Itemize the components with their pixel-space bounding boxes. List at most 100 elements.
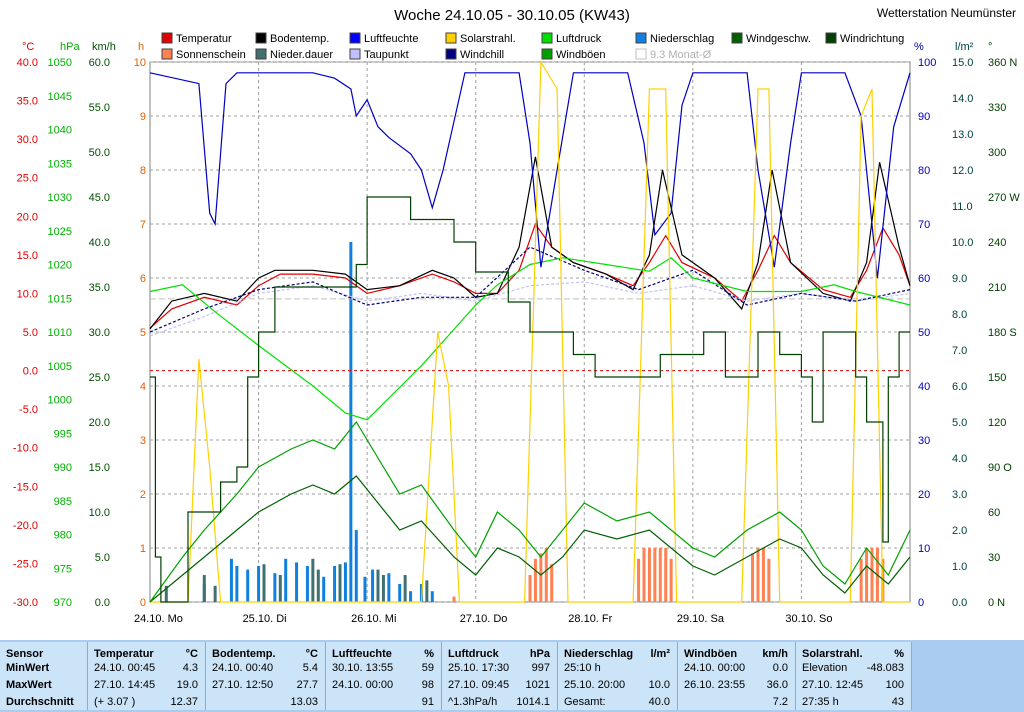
axes: -30.0-25.0-20.0-15.0-10.0-5.00.05.010.01…: [13, 41, 1020, 625]
summary-cell: 1014.1: [516, 696, 550, 708]
tick-temp_c: -20.0: [13, 520, 38, 532]
summary-cell: Luftdruck: [448, 648, 499, 660]
summary-cell: %: [424, 648, 434, 660]
tick-sun_h: 6: [140, 273, 146, 285]
summary-column: Temperatur °C 24.10. 00:45 4.3 27.10. 14:45 1…: [88, 642, 206, 710]
summary-cell: MaxWert: [6, 679, 52, 691]
tick-wind_kmh: 50.0: [89, 147, 110, 159]
legend-label: Luftdruck: [556, 33, 602, 45]
tick-rain_lm2: 2.0: [952, 525, 967, 537]
bar-sonnenschein: [870, 548, 874, 602]
tick-temp_c: 35.0: [17, 96, 38, 108]
bar-niederschlag: [273, 573, 277, 602]
tick-rain_lm2: 6.0: [952, 381, 967, 393]
bar-niederschlag: [398, 584, 402, 602]
bar-sonnenschein: [647, 548, 651, 602]
summary-cell: 27:35 h: [802, 696, 839, 708]
legend-label: 9.3 Monat-Ø: [650, 49, 712, 61]
tick-direction_deg: 360 N: [988, 57, 1017, 69]
axis-unit: h: [138, 41, 144, 53]
tick-direction_deg: 150: [988, 372, 1006, 384]
series-solarstrahl: [150, 59, 910, 603]
tick-pressure_hpa: 1025: [48, 226, 72, 238]
tick-rain_lm2: 0.0: [952, 597, 967, 609]
tick-x: 28.10. Fr: [568, 613, 612, 625]
bar-niederdauer: [376, 569, 380, 602]
tick-temp_c: 30.0: [17, 134, 38, 146]
tick-x: 25.10. Di: [243, 613, 287, 625]
tick-temp_c: -15.0: [13, 481, 38, 493]
bar-sonnenschein: [669, 558, 673, 602]
bar-sonnenschein: [642, 548, 646, 602]
summary-cell: 1021: [525, 679, 550, 691]
bar-niederschlag: [354, 530, 358, 602]
tick-percent: 0: [918, 597, 924, 609]
tick-percent: 30: [918, 435, 930, 447]
summary-cell: 26.10. 23:55: [684, 679, 746, 691]
bar-niederschlag: [257, 566, 261, 602]
bar-niederdauer: [403, 575, 407, 602]
legend-label: Windrichtung: [840, 33, 904, 45]
bar-niederschlag: [305, 566, 309, 602]
tick-direction_deg: 270 W: [988, 192, 1020, 204]
summary-panel: Sensor MinWert MaxWert Durchschnitt Temperat…: [0, 640, 1024, 712]
summary-cell: 27.10. 12:50: [212, 679, 274, 691]
summary-cell: Elevation: [802, 662, 848, 674]
legend-swatch: [635, 48, 647, 60]
tick-pressure_hpa: 1045: [48, 91, 72, 103]
tick-rain_lm2: 11.0: [952, 201, 973, 213]
summary-column: Solarstrahl.% Elevation -48.083 27.10. 12:4…: [796, 642, 912, 710]
legend-label: Bodentemp.: [270, 33, 329, 45]
summary-cell: 24.10. 00:40: [212, 662, 274, 674]
tick-wind_kmh: 55.0: [89, 102, 110, 114]
bar-sonnenschein: [539, 553, 543, 602]
tick-sun_h: 8: [140, 165, 146, 177]
tick-percent: 70: [918, 219, 930, 231]
summary-cell: Luftfeuchte: [332, 648, 392, 660]
tick-direction_deg: 330: [988, 102, 1006, 114]
tick-direction_deg: 0 N: [988, 597, 1005, 609]
legend-swatch: [635, 32, 647, 44]
tick-sun_h: 7: [140, 219, 146, 231]
summary-cell: 98: [421, 679, 434, 691]
bar-niederschlag: [235, 566, 239, 602]
bar-niederschlag: [343, 562, 347, 602]
tick-rain_lm2: 1.0: [952, 561, 967, 573]
summary-cell: -48.083: [866, 662, 904, 674]
station-name: Wetterstation Neumünster: [876, 6, 1016, 20]
tick-x: 26.10. Mi: [351, 613, 396, 625]
summary-cell: °C: [185, 648, 198, 660]
bar-niederdauer: [338, 564, 342, 602]
summary-column: Niederschlag l/m² 25:10 h 25.10. 20:00 10.0 G…: [558, 642, 678, 710]
bar-niederschlag: [387, 573, 391, 602]
tick-temp_c: -10.0: [13, 443, 38, 455]
summary-cell: 10.0: [648, 679, 670, 691]
summary-cell: Sensor: [6, 648, 44, 660]
axis-unit: %: [914, 41, 924, 53]
summary-cell: 4.3: [182, 662, 198, 674]
tick-wind_kmh: 5.0: [95, 552, 110, 564]
tick-percent: 50: [918, 327, 930, 339]
summary-cell: 27.10. 12:45: [802, 679, 864, 691]
legend-swatch: [445, 32, 457, 44]
bar-sonnenschein: [761, 548, 765, 602]
summary-cell: ^1.3hPa/h: [448, 696, 498, 708]
legend-swatch: [541, 32, 553, 44]
tick-pressure_hpa: 1035: [48, 158, 72, 170]
summary-cell: Temperatur: [94, 648, 154, 660]
legend-label: Windgeschw.: [746, 33, 811, 45]
tick-temp_c: 25.0: [17, 173, 38, 185]
tick-wind_kmh: 60.0: [89, 57, 110, 69]
summary-cell: 27.7: [296, 679, 318, 691]
tick-rain_lm2: 13.0: [952, 129, 973, 141]
tick-pressure_hpa: 990: [54, 462, 72, 474]
summary-cell: 25.10. 17:30: [448, 662, 510, 674]
tick-sun_h: 10: [134, 57, 146, 69]
summary-cell: 0.0: [772, 662, 788, 674]
axis-unit: °C: [22, 41, 34, 53]
summary-cell: 36.0: [766, 679, 788, 691]
legend-swatch: [541, 48, 553, 60]
legend: Temperatur Bodentemp. Luftfeuchte Solarstra…: [161, 32, 904, 61]
legend-label: Luftfeuchte: [364, 33, 418, 45]
tick-x: 29.10. Sa: [677, 613, 725, 625]
